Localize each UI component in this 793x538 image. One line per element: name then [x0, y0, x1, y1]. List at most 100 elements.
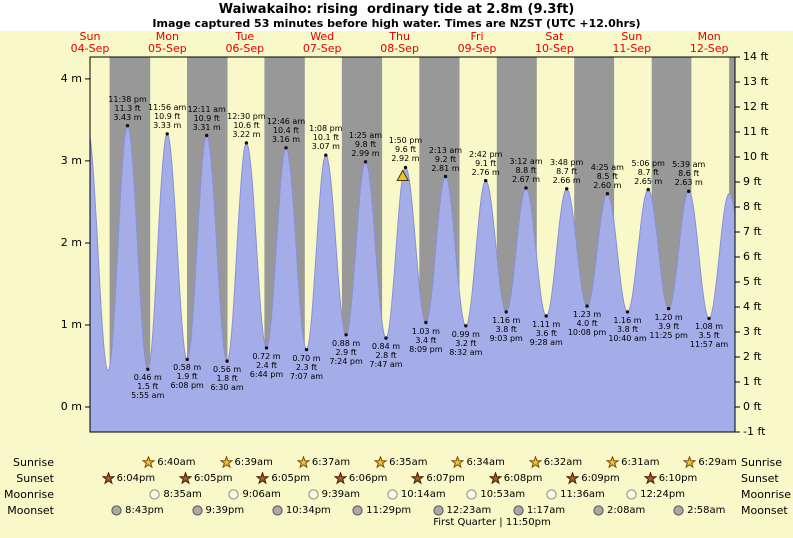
- sunrise-star-icon: [683, 455, 697, 468]
- moon-phase-text: First Quarter | 11:50pm: [433, 517, 551, 528]
- sunset-event: 6:09pm: [566, 471, 620, 485]
- sunset-star-icon: [101, 471, 115, 484]
- tide-high-label: 1:25 am 9.8 ft 2.99 m: [335, 131, 395, 158]
- y-axis-label-ft: 10 ft: [743, 150, 769, 163]
- tide-label-line: 11:56 am: [148, 102, 187, 112]
- tide-label-line: 2.99 m: [351, 148, 380, 158]
- tide-label-line: 4:25 am: [590, 162, 624, 172]
- moonrise-moon-icon: [228, 488, 240, 500]
- tide-extreme-dot: [544, 314, 548, 318]
- tide-label-line: 1.16 m: [492, 315, 521, 325]
- sunrise-star-icon: [451, 455, 465, 468]
- moonset-event: 10:34pm: [271, 503, 331, 517]
- tide-label-line: 9:28 am: [529, 337, 563, 347]
- tide-label-line: 3.6 ft: [535, 328, 557, 338]
- day-name: Mon: [155, 30, 179, 43]
- moonset-event: 12:23am: [432, 503, 491, 517]
- moonrise-event: 11:36am: [545, 487, 605, 501]
- moonset-moon-icon: [191, 504, 203, 516]
- moonrise-event: 12:24pm: [625, 487, 685, 501]
- tide-extreme-dot: [424, 320, 428, 325]
- tide-extreme-dot: [363, 160, 368, 164]
- tide-label-line: 0.56 m: [212, 365, 242, 375]
- tide-extreme-dot: [324, 153, 328, 157]
- tide-low-label: 0.46 m 1.5 ft 5:55 am: [118, 373, 178, 400]
- moonset-moon-icon: [111, 504, 122, 516]
- day-label: Sun 11-Sep: [597, 31, 667, 55]
- tide-label-line: 3.8 ft: [616, 324, 639, 334]
- sunrise-time: 6:35am: [389, 456, 428, 468]
- tide-label-line: 1.11 m: [532, 319, 561, 329]
- moonset-time: 10:34pm: [285, 504, 331, 516]
- sunrise-row-label-left: Sunrise: [12, 456, 54, 469]
- tide-label-line: 2.65 m: [634, 176, 663, 186]
- day-date: 12-Sep: [689, 42, 729, 55]
- tide-extreme-dot: [687, 189, 691, 193]
- tide-low-label: 0.84 m 2.8 ft 7:47 am: [356, 342, 416, 369]
- tide-label-line: 6:08 pm: [170, 381, 204, 391]
- day-date: 07-Sep: [302, 42, 342, 55]
- moonset-event: 11:29pm: [351, 503, 411, 517]
- tide-label-line: 3.5 ft: [698, 331, 720, 341]
- day-name: Sun: [79, 30, 101, 43]
- sunrise-time: 6:40am: [157, 456, 196, 468]
- tide-high-label: 11:38 pm 11.3 ft 3.43 m: [98, 95, 158, 122]
- day-name: Wed: [310, 30, 335, 43]
- tide-label-line: 2.67 m: [511, 175, 541, 184]
- day-label: Fri 09-Sep: [442, 31, 512, 55]
- moonset-event: 9:39pm: [191, 503, 245, 517]
- day-date: 05-Sep: [148, 42, 187, 55]
- tide-label-line: 2.4 ft: [255, 360, 278, 370]
- sunset-star-icon: [411, 471, 425, 484]
- tide-high-label: 5:39 am 8.6 ft 2.63 m: [659, 160, 719, 187]
- sunrise-event: 6:35am: [374, 455, 427, 469]
- sunrise-time: 6:37am: [311, 456, 351, 468]
- tide-label-line: 10.9 ft: [154, 111, 181, 121]
- tide-low-label: 1.23 m 4.0 ft 10:08 pm: [557, 310, 617, 337]
- tide-label-line: 8:09 pm: [409, 344, 443, 354]
- tide-label-line: 9.6 ft: [394, 145, 417, 155]
- moonrise-time: 11:36am: [560, 488, 605, 500]
- sunset-time: 6:05pm: [194, 472, 233, 484]
- tide-label-line: 12:30 pm: [227, 111, 266, 121]
- tide-label-line: 5:55 am: [131, 391, 165, 401]
- day-label: Sat 10-Sep: [519, 31, 589, 55]
- sunset-star-icon: [643, 471, 657, 484]
- tide-label-line: 5:39 am: [672, 160, 706, 170]
- sunrise-event: 6:29am: [683, 455, 737, 469]
- y-axis-label-ft: 8 ft: [743, 200, 762, 213]
- tide-label-line: 1.16 m: [613, 315, 642, 325]
- tide-label-line: 2.3 ft: [295, 362, 317, 372]
- moonset-moon-icon: [272, 504, 283, 516]
- tide-label-line: 10.9 ft: [193, 113, 220, 123]
- tide-extreme-dot: [125, 124, 130, 128]
- moonrise-time: 9:06am: [242, 488, 281, 500]
- tide-high-label: 5:06 pm 8.7 ft 2.65 m: [618, 159, 678, 186]
- y-axis-label-m: 4 m: [60, 71, 82, 85]
- tide-high-label: 12:11 am 10.9 ft 3.31 m: [177, 105, 237, 132]
- y-axis-label-ft: 1 ft: [743, 375, 762, 388]
- sunrise-event: 6:39am: [219, 455, 273, 469]
- sunrise-event: 6:40am: [142, 455, 196, 469]
- sunrise-time: 6:29am: [698, 456, 737, 468]
- day-date: 08-Sep: [380, 42, 419, 55]
- moonset-event: 8:43pm: [110, 503, 164, 517]
- day-name: Fri: [470, 30, 484, 43]
- moonset-time: 9:39pm: [205, 504, 245, 516]
- tide-label-line: 9:03 pm: [489, 333, 523, 343]
- tide-label-line: 1.03 m: [411, 326, 440, 336]
- moonset-moon-icon: [673, 504, 684, 516]
- day-label: Mon 05-Sep: [132, 31, 202, 55]
- day-label: Tue 06-Sep: [210, 31, 280, 55]
- tide-label-line: 8.6 ft: [678, 169, 700, 179]
- y-axis-label-ft: 12 ft: [743, 100, 769, 113]
- page-title: Waiwakaiho: rising ordinary tide at 2.8m…: [218, 2, 575, 17]
- day-date: 10-Sep: [535, 42, 574, 55]
- moonrise-moon-icon: [387, 488, 398, 500]
- tide-extreme-dot: [565, 187, 569, 191]
- moonrise-event: 8:35am: [148, 487, 202, 501]
- moonrise-moon-icon: [546, 488, 557, 500]
- tide-high-label: 3:12 am 8.8 ft 2.67 m: [496, 157, 556, 184]
- tide-label-line: 3.2 ft: [455, 338, 477, 348]
- tide-low-label: 0.58 m 1.9 ft 6:08 pm: [157, 363, 217, 390]
